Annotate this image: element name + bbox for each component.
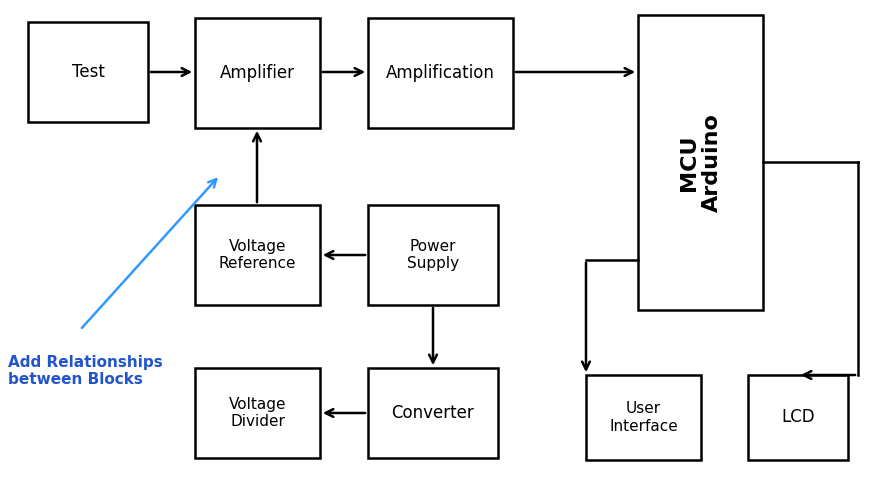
FancyBboxPatch shape <box>638 15 763 310</box>
Text: Converter: Converter <box>392 404 474 422</box>
Text: MCU
Arduino: MCU Arduino <box>679 113 722 212</box>
FancyBboxPatch shape <box>195 18 320 128</box>
Text: Amplification: Amplification <box>386 64 495 82</box>
FancyBboxPatch shape <box>195 368 320 458</box>
FancyBboxPatch shape <box>368 18 513 128</box>
FancyBboxPatch shape <box>586 375 701 460</box>
FancyBboxPatch shape <box>28 22 148 122</box>
Text: LCD: LCD <box>781 409 815 426</box>
FancyBboxPatch shape <box>748 375 848 460</box>
FancyBboxPatch shape <box>368 205 498 305</box>
Text: Amplifier: Amplifier <box>220 64 295 82</box>
FancyBboxPatch shape <box>195 205 320 305</box>
Text: Voltage
Reference: Voltage Reference <box>219 239 296 271</box>
FancyBboxPatch shape <box>368 368 498 458</box>
Text: Voltage
Divider: Voltage Divider <box>229 397 286 429</box>
Text: Power
Supply: Power Supply <box>407 239 459 271</box>
Text: Add Relationships
between Blocks: Add Relationships between Blocks <box>8 355 163 387</box>
Text: User
Interface: User Interface <box>609 402 678 434</box>
Text: Test: Test <box>71 63 104 81</box>
